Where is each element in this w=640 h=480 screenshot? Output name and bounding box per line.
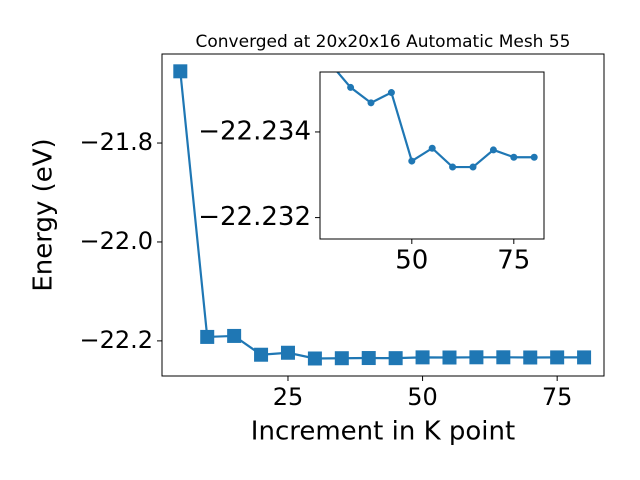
data-point bbox=[200, 329, 215, 344]
data-point bbox=[388, 351, 403, 366]
data-point bbox=[449, 163, 457, 171]
axes-frame bbox=[161, 53, 605, 377]
plot-area bbox=[327, 60, 538, 171]
data-point bbox=[428, 144, 436, 152]
data-point bbox=[510, 153, 518, 161]
data-point bbox=[469, 163, 477, 171]
data-point bbox=[489, 146, 497, 154]
y-tick-label: −22.232 bbox=[198, 202, 311, 232]
y-tick-label: −21.8 bbox=[79, 128, 153, 156]
x-tick-label: 75 bbox=[542, 383, 573, 411]
y-tick-label: −22.0 bbox=[79, 227, 153, 255]
data-point bbox=[408, 157, 416, 165]
plot-area bbox=[173, 64, 592, 366]
data-point bbox=[496, 350, 511, 365]
data-point bbox=[327, 60, 334, 67]
y-axis-label: Energy (eV) bbox=[29, 138, 59, 291]
x-tick-label: 50 bbox=[395, 246, 428, 276]
data-point bbox=[280, 345, 295, 360]
data-point bbox=[173, 64, 188, 79]
data-point bbox=[550, 350, 565, 365]
data-point bbox=[361, 351, 376, 366]
data-point bbox=[367, 99, 375, 107]
data-point bbox=[387, 89, 395, 97]
data-point bbox=[523, 350, 538, 365]
y-tick-label: −22.2 bbox=[79, 326, 153, 354]
y-tick-label: −22.234 bbox=[198, 116, 311, 146]
x-tick-label: 50 bbox=[407, 383, 438, 411]
data-point bbox=[530, 153, 538, 161]
data-point bbox=[334, 351, 349, 366]
data-point bbox=[442, 350, 457, 365]
data-point bbox=[469, 350, 484, 365]
data-point bbox=[415, 350, 430, 365]
axes-frame bbox=[319, 71, 545, 240]
chart-title: Converged at 20x20x16 Automatic Mesh 55 bbox=[196, 32, 571, 52]
data-point bbox=[347, 83, 355, 91]
data-point bbox=[307, 351, 322, 366]
data-point bbox=[577, 350, 592, 365]
x-axis-label: Increment in K point bbox=[251, 417, 515, 447]
x-tick-label: 75 bbox=[497, 246, 530, 276]
data-line bbox=[179, 71, 585, 360]
data-point bbox=[254, 347, 269, 362]
x-tick-label: 25 bbox=[273, 383, 304, 411]
data-point bbox=[227, 328, 242, 343]
